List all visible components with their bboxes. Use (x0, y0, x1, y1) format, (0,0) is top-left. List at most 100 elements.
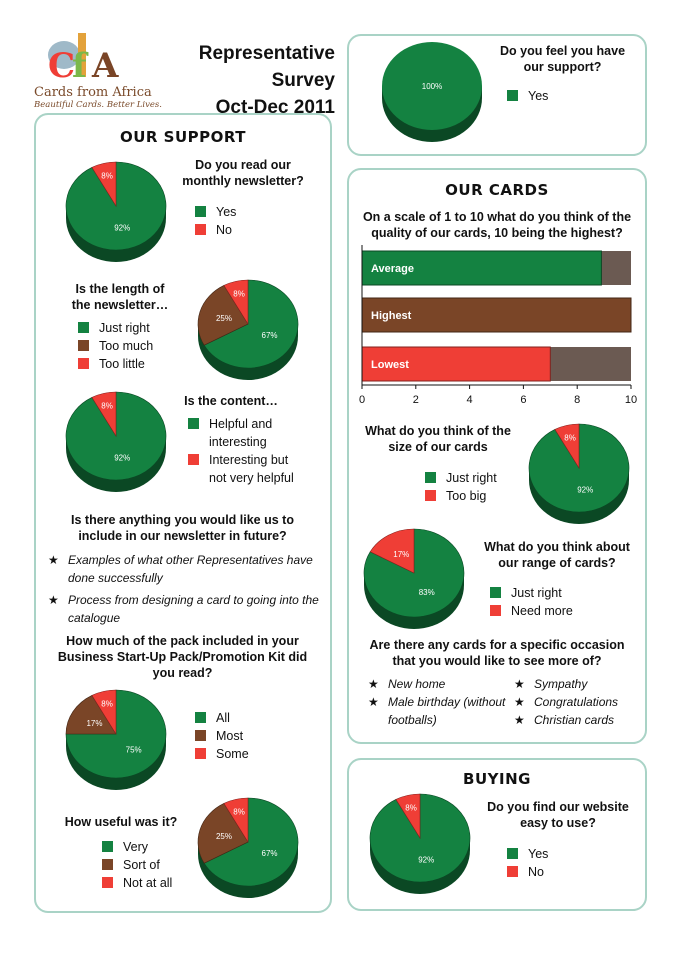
list-item: ★ Sympathy (514, 675, 644, 693)
pie-chart-newsletter-read: 92% 8% (64, 160, 168, 271)
answer-text: Congratulations (534, 695, 619, 709)
legend-newsletter-content: Helpful and interesting Interesting but … (188, 415, 309, 487)
section-title-our-cards: OUR CARDS (445, 181, 549, 199)
x-tick-label: 8 (574, 394, 580, 406)
pie-value-label: 67% (262, 849, 278, 858)
pie-slice (197, 285, 249, 346)
legend-swatch (102, 841, 113, 852)
x-tick-label: 10 (625, 394, 637, 406)
pie-value-label: 25% (216, 832, 232, 841)
pie-slice (91, 161, 117, 208)
pie-chart-newsletter-content: 92% 8% (64, 390, 168, 501)
pie-slice (382, 42, 482, 130)
legend-item: Too little (78, 355, 153, 373)
legend-label: Just right (99, 321, 150, 335)
pie-svg: 92% 8% (65, 391, 167, 492)
pie-slice (223, 797, 249, 844)
pie-slice (91, 391, 117, 438)
pie-slice (369, 528, 415, 574)
legend-swatch (490, 587, 501, 598)
title-line-2: Oct-Dec 2011 (215, 97, 335, 118)
legend-label: Some (216, 747, 249, 761)
pie-svg: 92% 8% (65, 161, 167, 262)
legend-item: Not at all (102, 874, 172, 892)
pie-chart-pack-useful: 67% 25% 8% (196, 796, 300, 907)
legend-swatch (195, 224, 206, 235)
question-support: Do you feel you have our support? (499, 44, 626, 74)
answers-card-occasion-left: ★ New home ★ Male birthday (without footba… (368, 675, 508, 729)
star-icon: ★ (48, 553, 59, 567)
pie-slice (223, 279, 249, 326)
answers-newsletter-future: ★ Examples of what other Representatives … (48, 551, 323, 627)
pie-value-label: 67% (262, 331, 278, 340)
legend-swatch (78, 322, 89, 333)
legend-item: Yes (507, 845, 548, 863)
legend-newsletter-read: Yes No (195, 203, 236, 239)
x-tick-label: 6 (520, 394, 526, 406)
pie-value-label: 8% (101, 401, 113, 410)
bar-category-label: Lowest (371, 359, 409, 371)
pie-chart-card-size: 92% 8% (527, 422, 631, 533)
answer-text: Process from designing a card to going i… (68, 593, 319, 625)
legend-newsletter-length: Just right Too much Too little (78, 319, 153, 373)
legend-item: Need more (490, 602, 573, 620)
legend-label: Need more (511, 604, 573, 618)
legend-swatch (195, 730, 206, 741)
pie-slice (203, 279, 299, 369)
legend-item: Too much (78, 337, 153, 355)
answer-text: Christian cards (534, 713, 615, 727)
legend-label: All (216, 711, 230, 725)
pie-chart-card-range: 83% 17% (362, 527, 466, 638)
question-card-range: What do you think about our range of car… (484, 540, 630, 570)
legend-website: Yes No (507, 845, 548, 881)
legend-item: Yes (507, 87, 548, 105)
pie-value-label: 92% (577, 485, 593, 494)
legend-swatch (490, 605, 501, 616)
pie-value-label: 8% (233, 289, 245, 298)
legend-support: Yes (507, 87, 548, 105)
logo: C f A (34, 25, 144, 110)
legend-swatch (195, 748, 206, 759)
question-quality: On a scale of 1 to 10 what do you think … (362, 210, 632, 240)
pie-slice (554, 423, 580, 470)
pie-value-label: 100% (422, 82, 442, 91)
legend-swatch (195, 712, 206, 723)
answer-text: Male birthday (without footballs) (388, 695, 506, 727)
pie-slice (65, 689, 167, 779)
legend-pack-read: All Most Some (195, 709, 249, 763)
question-pack-useful: How useful was it? (64, 815, 178, 829)
pie-slice (203, 797, 299, 887)
legend-label: Very (123, 840, 149, 854)
legend-item: Very (102, 838, 172, 856)
legend-label: Helpful and interesting (209, 417, 273, 449)
x-tick-label: 4 (467, 394, 473, 406)
legend-label: Yes (528, 89, 549, 103)
x-tick-label: 2 (413, 394, 419, 406)
question-newsletter-future: Is there anything you would like us to i… (71, 513, 294, 543)
star-icon: ★ (514, 677, 525, 691)
pie-slice (395, 793, 421, 840)
title-line-1: Representative Survey (198, 43, 335, 91)
legend-label: Sort of (123, 858, 160, 872)
legend-item: Too big (425, 487, 497, 505)
list-item: ★ Christian cards (514, 711, 644, 729)
svg-text:A: A (91, 46, 119, 85)
question-card-occasion: Are there any cards for a specific occas… (369, 638, 625, 668)
legend-item: Sort of (102, 856, 172, 874)
legend-item: All (195, 709, 249, 727)
pie-svg: 75% 17% 8% (65, 689, 167, 790)
pie-value-label: 8% (101, 699, 113, 708)
legend-label: Too much (99, 339, 154, 353)
legend-swatch (102, 859, 113, 870)
pie-chart-website: 92% 8% (368, 792, 472, 903)
legend-label: Most (216, 729, 244, 743)
legend-swatch (507, 90, 518, 101)
pie-chart-support: 100% (380, 40, 484, 151)
logo-text: Cards from Africa (34, 85, 152, 100)
bar-highest (361, 297, 632, 333)
section-title-buying: BUYING (463, 770, 531, 788)
question-card-size: What do you think of the size of our car… (365, 424, 511, 454)
legend-swatch (195, 206, 206, 217)
legend-swatch (425, 490, 436, 501)
legend-card-range: Just right Need more (490, 584, 573, 620)
